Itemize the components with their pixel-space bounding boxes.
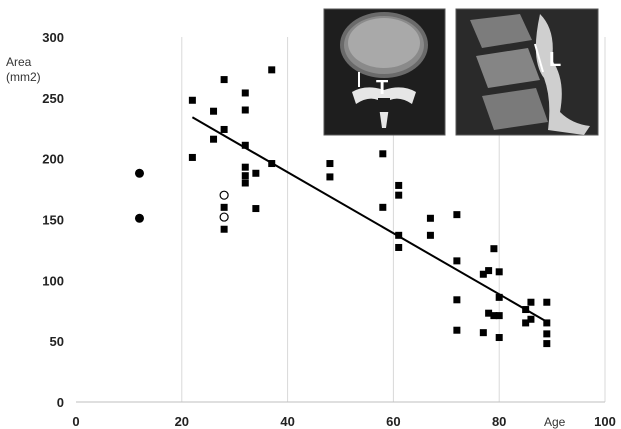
- data-point-square: [220, 203, 228, 211]
- data-point-square: [522, 319, 530, 327]
- data-point-square: [379, 203, 387, 211]
- data-point-square: [241, 163, 249, 171]
- y-tick-label: 0: [57, 395, 64, 410]
- data-point-circle-open: [219, 190, 229, 200]
- data-point-square: [543, 330, 551, 338]
- data-point-square: [252, 169, 260, 177]
- data-point-square: [210, 135, 218, 143]
- data-point-square: [241, 141, 249, 149]
- data-point-circle-filled: [134, 168, 144, 178]
- x-tick-label: 0: [72, 414, 79, 429]
- x-tick-label: 100: [594, 414, 616, 429]
- y-tick-label: 300: [42, 30, 64, 45]
- data-point-square: [490, 245, 498, 253]
- x-tick-label: 80: [492, 414, 506, 429]
- data-point-square: [495, 334, 503, 342]
- data-point-square: [490, 312, 498, 320]
- data-point-square: [543, 298, 551, 306]
- data-point-square: [395, 243, 403, 251]
- data-point-square: [379, 150, 387, 158]
- data-point-square: [453, 257, 461, 265]
- data-point-square: [210, 107, 218, 115]
- y-tick-label: 250: [42, 91, 64, 106]
- data-point-square: [453, 211, 461, 219]
- y-axis-label-line1: Area: [6, 55, 32, 69]
- data-point-square: [188, 96, 196, 104]
- axial-ct-vertebra-icon: T: [323, 8, 446, 136]
- data-point-square: [479, 270, 487, 278]
- x-tick-label: 20: [175, 414, 189, 429]
- y-axis-label-line2: (mm2): [6, 70, 41, 84]
- data-point-square: [326, 173, 334, 181]
- regression-line: [191, 116, 548, 323]
- x-tick-labels: 0 20 40 60 80 100: [72, 414, 615, 429]
- data-point-square: [395, 191, 403, 199]
- data-point-square: [395, 181, 403, 189]
- x-tick-label: 40: [280, 414, 294, 429]
- data-point-square: [479, 329, 487, 337]
- data-point-square: [522, 306, 530, 314]
- data-point-square: [485, 267, 493, 275]
- data-point-square: [453, 326, 461, 334]
- y-tick-labels: 0 50 100 150 200 250 300: [42, 30, 64, 410]
- data-point-square: [268, 66, 276, 74]
- data-point-circle-open: [219, 212, 229, 222]
- data-point-square: [426, 231, 434, 239]
- data-point-square: [188, 153, 196, 161]
- y-tick-label: 100: [42, 273, 64, 288]
- data-point-square: [495, 268, 503, 276]
- y-tick-label: 150: [42, 213, 64, 228]
- data-point-square: [543, 340, 551, 348]
- x-tick-label: 60: [386, 414, 400, 429]
- data-point-square: [241, 106, 249, 114]
- sagittal-ct-spine-icon: L: [455, 8, 599, 136]
- data-point-square: [252, 205, 260, 213]
- data-points: [134, 66, 551, 348]
- data-point-circle-filled: [134, 213, 144, 223]
- data-point-square: [220, 125, 228, 133]
- data-point-square: [326, 160, 334, 168]
- data-point-square: [241, 89, 249, 97]
- y-tick-label: 200: [42, 152, 64, 167]
- data-point-square: [220, 225, 228, 233]
- x-axis-label: Age: [544, 415, 566, 429]
- trendline: [191, 116, 548, 323]
- data-point-square: [485, 309, 493, 317]
- data-point-square: [453, 296, 461, 304]
- data-point-square: [220, 76, 228, 84]
- data-point-square: [527, 298, 535, 306]
- data-point-square: [395, 231, 403, 239]
- inset-label-l: L: [549, 49, 561, 71]
- data-point-square: [426, 214, 434, 222]
- inset-label-t: T: [376, 77, 388, 99]
- data-point-square: [495, 312, 503, 320]
- data-point-square: [543, 319, 551, 327]
- data-point-square: [527, 315, 535, 323]
- y-tick-label: 50: [50, 334, 64, 349]
- data-point-square: [268, 160, 276, 168]
- data-point-square: [241, 172, 249, 180]
- data-point-square: [241, 179, 249, 187]
- data-point-square: [495, 293, 503, 301]
